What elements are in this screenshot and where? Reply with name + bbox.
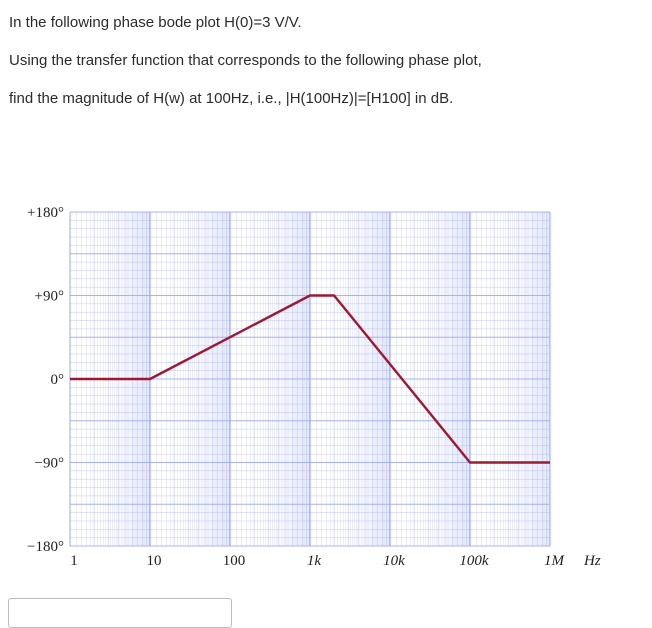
y-tick-label: 0°	[51, 372, 65, 388]
y-tick-label: +180°	[27, 205, 64, 221]
x-tick-label: 1M	[544, 553, 566, 569]
x-tick-label: 1	[70, 553, 78, 569]
x-axis-labels: 1 10 100 1k 10k 100k 1M Hz	[70, 553, 601, 569]
y-tick-label: −180°	[27, 539, 64, 555]
answer-input[interactable]	[8, 598, 232, 628]
x-tick-label: 10	[147, 553, 162, 569]
question-line-3: find the magnitude of H(w) at 100Hz, i.e…	[9, 90, 454, 107]
phase-bode-plot: +180° +90° 0° −90° −180° 1 10 100 1k 10k 100k 1M Hz	[27, 205, 601, 569]
y-tick-label: −90°	[35, 456, 64, 472]
phase-line	[70, 294, 550, 464]
question-line-2: Using the transfer function that corresp…	[9, 52, 482, 69]
x-tick-label: 10k	[383, 553, 405, 569]
question-line-1: In the following phase bode plot H(0)=3 …	[9, 14, 302, 31]
plot-grid	[69, 211, 551, 547]
x-tick-label: 100	[223, 553, 246, 569]
x-axis-unit: Hz	[583, 553, 601, 569]
y-axis-labels: +180° +90° 0° −90° −180°	[27, 205, 64, 555]
x-tick-label: 100k	[459, 553, 489, 569]
y-tick-label: +90°	[35, 289, 64, 305]
phase-series	[70, 294, 550, 464]
x-tick-label: 1k	[307, 553, 322, 569]
